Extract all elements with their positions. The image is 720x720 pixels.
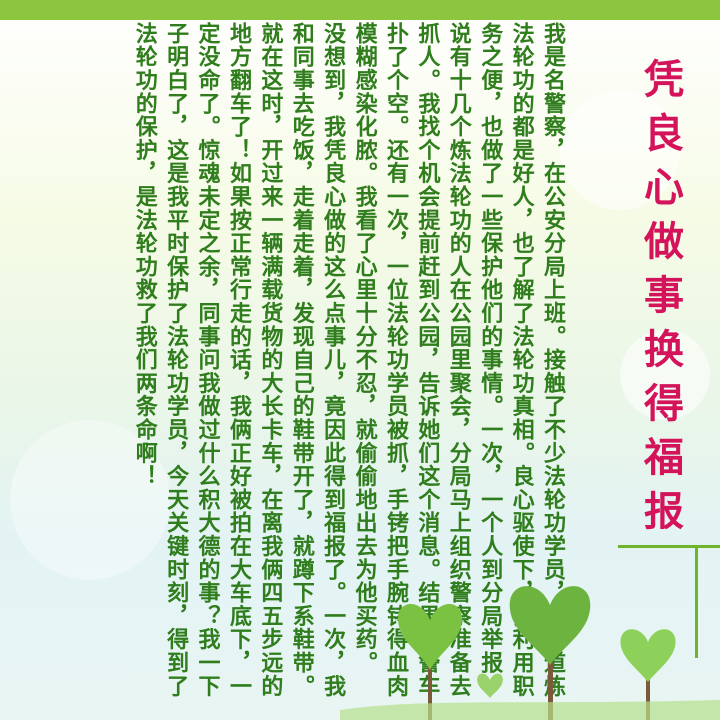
page-title: 凭良心做事换得福报: [637, 58, 683, 544]
bokeh-light: [560, 90, 680, 210]
paragraph-2: 没想到，我凭良心做的这么点事儿，竟因此得到福报了。一次，我和同事去吃饭，走着走着…: [131, 22, 346, 698]
bokeh-light: [10, 420, 170, 580]
top-green-bar: [0, 0, 720, 20]
small-heart-icon: [477, 673, 503, 698]
heart-tree-icon: [509, 586, 591, 720]
bokeh-light: [620, 330, 710, 420]
decorative-divider: [618, 545, 720, 548]
decorative-divider: [695, 548, 698, 658]
heart-trees-illustration: [340, 586, 720, 720]
paragraph-1: 我是名警察，在公安分局上班。接触了不少法轮功学员，我知道炼法轮功的都是好人，也了…: [351, 22, 565, 698]
heart-tree-icon: [397, 603, 463, 720]
heart-tree-icon: [620, 629, 676, 720]
article-body: 我是名警察，在公安分局上班。接触了不少法轮功学员，我知道炼法轮功的都是好人，也了…: [128, 22, 568, 712]
grass-strip: [340, 700, 720, 720]
